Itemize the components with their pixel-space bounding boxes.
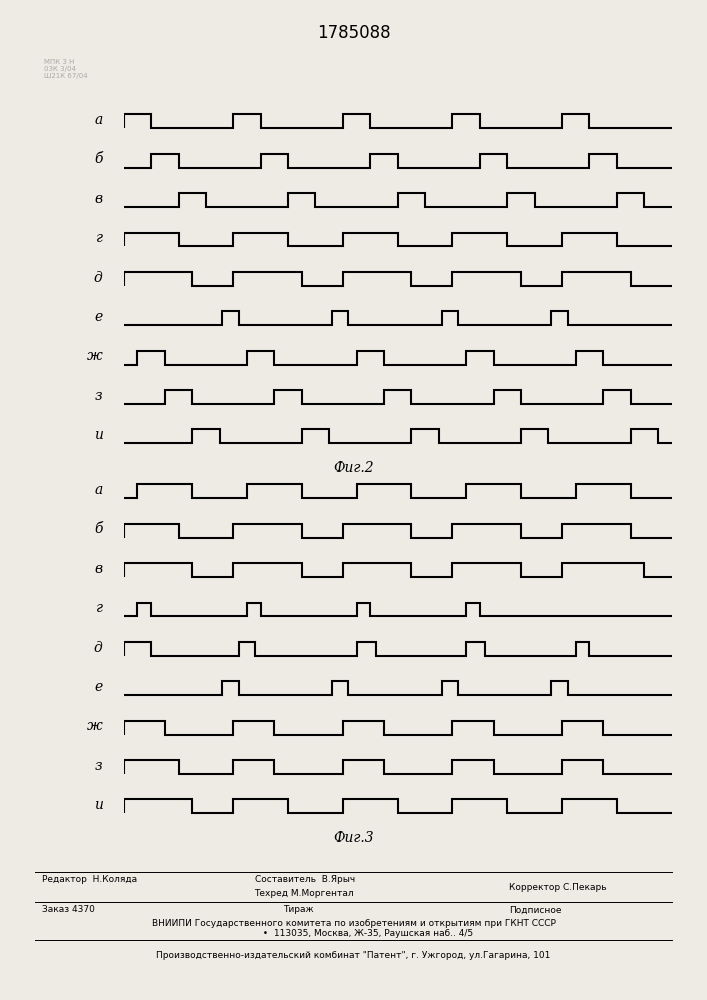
Text: а: а: [94, 113, 103, 127]
Text: в: в: [95, 192, 103, 206]
Text: д: д: [94, 640, 103, 654]
Text: б: б: [94, 152, 103, 166]
Text: з: з: [95, 389, 103, 403]
Text: ж: ж: [87, 719, 103, 733]
Text: и: и: [93, 798, 103, 812]
Text: Тираж: Тираж: [283, 906, 313, 914]
Text: МПК 3 Н: МПК 3 Н: [44, 59, 74, 65]
Text: г: г: [95, 231, 103, 245]
Text: в: в: [95, 562, 103, 576]
Text: 1785088: 1785088: [317, 24, 390, 42]
Text: Фиг.2: Фиг.2: [333, 461, 374, 475]
Text: Фиг.3: Фиг.3: [333, 831, 374, 845]
Text: ж: ж: [87, 349, 103, 363]
Text: 03К 3/04: 03К 3/04: [44, 66, 76, 72]
Text: з: з: [95, 759, 103, 773]
Text: Заказ 4370: Заказ 4370: [42, 906, 95, 914]
Text: Корректор С.Пекарь: Корректор С.Пекарь: [509, 882, 607, 892]
Text: г: г: [95, 601, 103, 615]
Text: и: и: [93, 428, 103, 442]
Text: е: е: [94, 310, 103, 324]
Text: Редактор  Н.Коляда: Редактор Н.Коляда: [42, 876, 138, 884]
Text: Ш21К 67/04: Ш21К 67/04: [44, 73, 88, 79]
Text: Составитель  В.Ярыч: Составитель В.Ярыч: [255, 876, 355, 884]
Text: Производственно-издательский комбинат "Патент", г. Ужгород, ул.Гагарина, 101: Производственно-издательский комбинат "П…: [156, 952, 551, 960]
Text: ВНИИПИ Государственного комитета по изобретениям и открытиям при ГКНТ СССР: ВНИИПИ Государственного комитета по изоб…: [151, 920, 556, 928]
Text: Техред М.Моргентал: Техред М.Моргентал: [255, 890, 354, 898]
Text: б: б: [94, 522, 103, 536]
Text: Подписное: Подписное: [509, 906, 561, 914]
Text: д: д: [94, 271, 103, 285]
Text: е: е: [94, 680, 103, 694]
Text: а: а: [94, 483, 103, 497]
Text: •  113035, Москва, Ж-35, Раушская наб.. 4/5: • 113035, Москва, Ж-35, Раушская наб.. 4…: [234, 930, 473, 938]
